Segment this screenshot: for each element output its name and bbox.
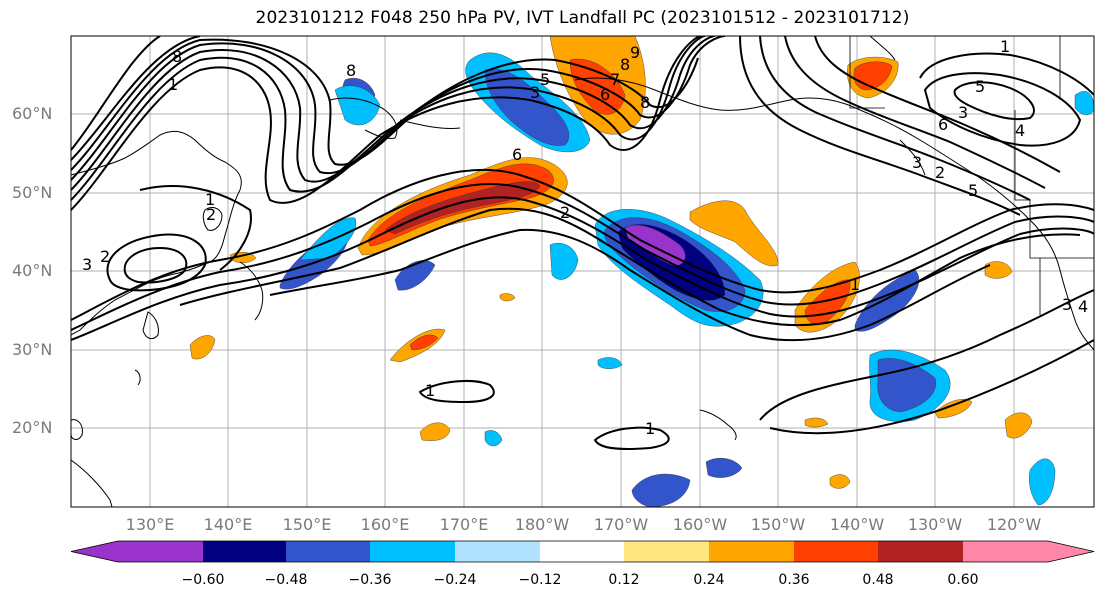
lat-label-20n: 20°N (12, 418, 53, 437)
contour-label: 8 (346, 61, 356, 80)
colorbar-tick-label: 0.60 (947, 572, 979, 588)
contour-label: 6 (938, 115, 948, 134)
contour-label: 2 (560, 203, 570, 222)
borders (849, 36, 1094, 315)
lon-label: 150°E (282, 515, 332, 534)
contour-label: 1 (425, 381, 435, 400)
colorbar-tick-label: 0.48 (862, 572, 894, 588)
colorbar-segment (878, 541, 963, 562)
contour-label: 3 (958, 103, 968, 122)
contour-label: 5 (540, 70, 550, 89)
lon-label: 170°E (439, 515, 489, 534)
lon-label: 160°E (360, 515, 410, 534)
lon-label: 180°W (514, 515, 570, 534)
colorbar-tick-label: 0.36 (778, 572, 810, 588)
lon-label: 140°W (829, 515, 885, 534)
contour-label: 8 (620, 55, 630, 74)
coastlines (71, 36, 1094, 507)
contour-label: 3 (912, 153, 922, 172)
contour-label: 6 (600, 85, 610, 104)
contour-label: 5 (968, 181, 978, 200)
lon-label: 150°W (750, 515, 806, 534)
colorbar-tick-label: −0.12 (518, 572, 562, 588)
colorbar-extend-max (963, 541, 1094, 562)
map-area: 8 8 1 1 2 3 2 8 6 3 5 6 7 8 9 2 1 1 1 1 … (71, 36, 1094, 507)
lon-label: 120°W (986, 515, 1042, 534)
contour-label: 8 (640, 93, 650, 112)
colorbar-tick-label: −0.60 (181, 572, 225, 588)
lon-label: 140°E (203, 515, 253, 534)
colorbar-tick-label: −0.24 (433, 572, 477, 588)
contour-label: 2 (100, 247, 110, 266)
contour-label: 1 (1000, 37, 1010, 56)
contour-label: 9 (630, 43, 640, 62)
colorbar-tick-label: −0.36 (348, 572, 392, 588)
contour-label: 1 (645, 419, 655, 438)
pv-contours (71, 36, 1094, 450)
lat-label-50n: 50°N (12, 183, 53, 202)
contour-label: 1 (205, 190, 215, 209)
lat-label-40n: 40°N (12, 261, 53, 280)
colorbar-segment (370, 541, 455, 562)
colorbar-tick-label: 0.24 (693, 572, 725, 588)
map-title: 2023101212 F048 250 hPa PV, IVT Landfall… (255, 8, 910, 28)
map-frame (70, 35, 1095, 508)
contour-label: 3 (82, 255, 92, 274)
colorbar-segment (540, 541, 624, 562)
contour-label: 2 (206, 205, 216, 224)
colorbar-segment (624, 541, 709, 562)
colorbar-segment (286, 541, 370, 562)
lon-label: 160°W (672, 515, 728, 534)
colorbar-outline (70, 540, 1095, 563)
colorbar-segment (794, 541, 878, 562)
lon-label: 130°E (125, 515, 175, 534)
contour-label: 2 (935, 163, 945, 182)
colorbar-segment (709, 541, 794, 562)
contour-label: 1 (168, 75, 178, 94)
contour-label: 4 (1078, 297, 1088, 316)
contour-label: 5 (975, 77, 985, 96)
lat-label-60n: 60°N (12, 104, 53, 123)
lon-label: 130°W (907, 515, 963, 534)
contour-label: 3 (530, 83, 540, 102)
colorbar-tick-label: −0.48 (264, 572, 308, 588)
colorbar-segment (203, 541, 286, 562)
colorbar-segment (455, 541, 540, 562)
colorbar (70, 540, 1095, 563)
contour-label: 1 (850, 275, 860, 294)
contour-label: 4 (1015, 121, 1025, 140)
lon-label: 170°W (593, 515, 649, 534)
contour-label: 8 (172, 47, 182, 66)
lat-label-30n: 30°N (12, 340, 53, 359)
colorbar-extend-min (71, 541, 203, 562)
contour-label: 3 (1062, 295, 1072, 314)
colorbar-tick-label: 0.12 (608, 572, 640, 588)
contour-label: 6 (512, 145, 522, 164)
